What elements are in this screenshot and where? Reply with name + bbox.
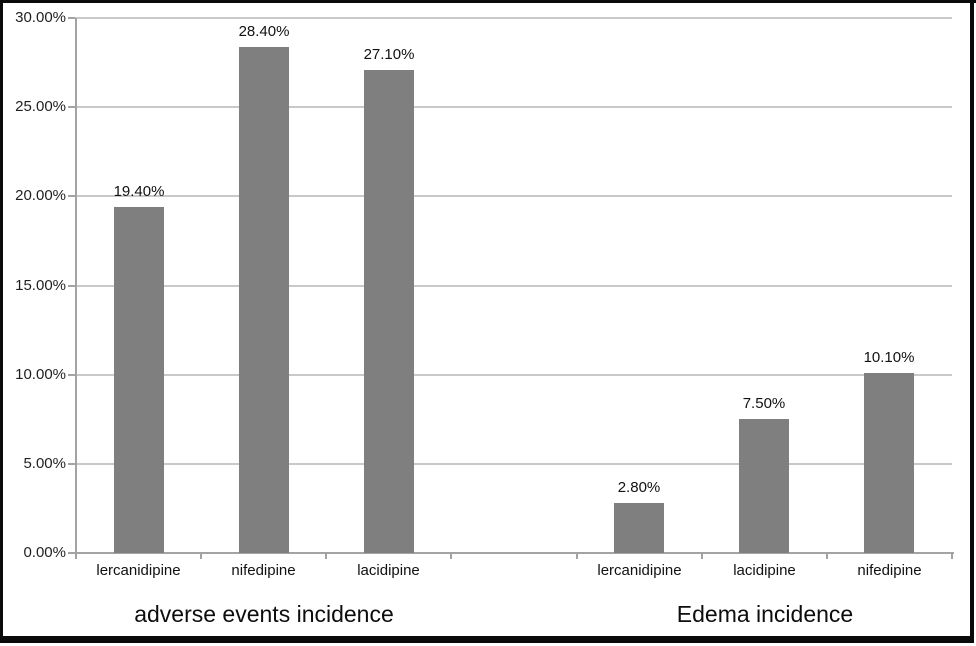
- group-label-edema: Edema incidence: [676, 601, 854, 627]
- gridline: [74, 463, 952, 465]
- x-axis-tick: [826, 553, 828, 559]
- gridline: [74, 195, 952, 197]
- y-axis-label: 0.00%: [23, 544, 66, 561]
- x-axis-tick: [450, 553, 452, 559]
- bar-value-label: 10.10%: [863, 349, 915, 366]
- x-axis-tick: [325, 553, 327, 559]
- y-axis-label: 20.00%: [15, 187, 66, 204]
- y-axis-label: 25.00%: [15, 98, 66, 115]
- y-axis-tick: [68, 17, 75, 19]
- y-axis-label: 10.00%: [15, 366, 66, 383]
- category-label: lercanidipine: [597, 562, 682, 579]
- bar-value-label: 7.50%: [742, 395, 786, 412]
- category-label: nifedipine: [231, 562, 296, 579]
- gridline: [74, 106, 952, 108]
- category-label: lercanidipine: [96, 562, 181, 579]
- x-axis-tick: [200, 553, 202, 559]
- category-label: lacidipine: [357, 562, 420, 579]
- bar: [239, 47, 289, 553]
- bar: [864, 373, 914, 553]
- bar: [364, 70, 414, 553]
- figure-border-top: [0, 0, 976, 3]
- x-axis-line: [74, 552, 954, 554]
- y-axis-line: [75, 18, 77, 559]
- y-axis-tick: [68, 195, 75, 197]
- gridline: [74, 285, 952, 287]
- y-axis-tick: [68, 463, 75, 465]
- y-axis-tick: [68, 106, 75, 108]
- bar: [114, 207, 164, 553]
- group-label-adverse-events: adverse events incidence: [134, 601, 394, 627]
- x-axis-tick: [576, 553, 578, 559]
- y-axis-tick: [68, 374, 75, 376]
- y-axis-tick: [68, 552, 75, 554]
- category-label: nifedipine: [857, 562, 922, 579]
- y-axis-label: 5.00%: [23, 455, 66, 472]
- figure-border-right: [970, 0, 974, 643]
- figure-border-left: [0, 0, 3, 643]
- y-axis-label: 15.00%: [15, 277, 66, 294]
- x-axis-tick: [75, 553, 77, 559]
- y-axis-label: 30.00%: [15, 9, 66, 26]
- bar: [739, 419, 789, 553]
- category-label: lacidipine: [733, 562, 796, 579]
- y-axis-tick: [68, 285, 75, 287]
- bar-value-label: 19.40%: [113, 183, 165, 200]
- gridline: [74, 17, 952, 19]
- bar-value-label: 2.80%: [617, 479, 661, 496]
- x-axis-tick: [951, 553, 953, 559]
- bar-value-label: 28.40%: [238, 23, 290, 40]
- figure-border-bottom: [0, 636, 974, 643]
- bar-value-label: 27.10%: [363, 46, 415, 63]
- x-axis-tick: [701, 553, 703, 559]
- gridline: [74, 374, 952, 376]
- bar: [614, 503, 664, 553]
